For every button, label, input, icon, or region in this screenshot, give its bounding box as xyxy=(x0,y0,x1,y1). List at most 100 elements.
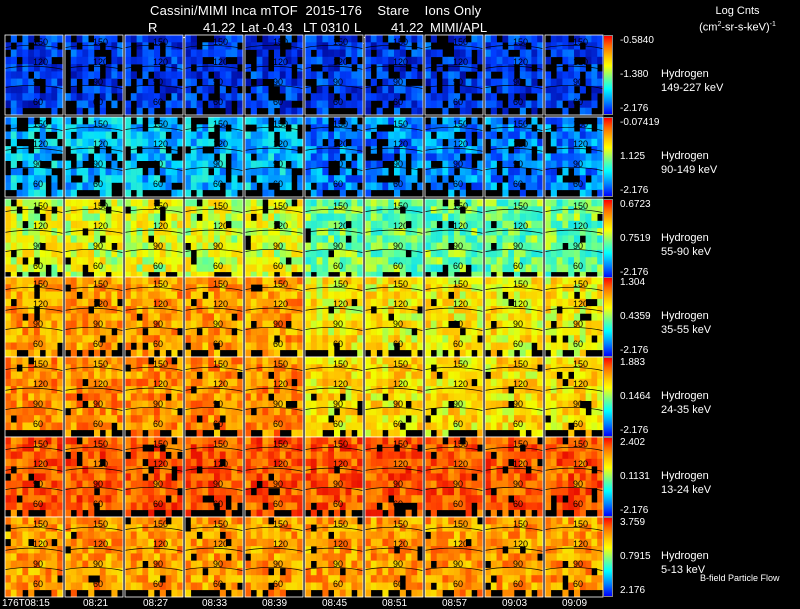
pitch-angle-label: 90 xyxy=(213,159,223,169)
pitch-angle-label: 60 xyxy=(513,339,523,349)
pitch-angle-label: 60 xyxy=(153,179,163,189)
pitch-angle-label: 120 xyxy=(513,57,528,67)
pitch-angle-label: 120 xyxy=(273,459,288,469)
pitch-angle-label: 90 xyxy=(213,241,223,251)
pitch-angle-label: 60 xyxy=(333,179,343,189)
spectrogram-panel: 150 120 90 60 xyxy=(184,356,244,438)
spectrogram-panel: 150 120 90 60 xyxy=(124,356,184,438)
spectrogram-panel: 150 120 90 60 xyxy=(124,516,184,598)
spectrogram-panel: 150 120 90 60 xyxy=(424,116,484,198)
pitch-angle-label: 90 xyxy=(333,559,343,569)
colorbar-value: -2.176 xyxy=(620,345,649,356)
pitch-angle-label: 90 xyxy=(273,159,283,169)
colorbar-value: 0.7915 xyxy=(620,551,651,562)
spectrogram-panel: 150 120 90 60 xyxy=(184,436,244,518)
spectrogram-panel: 150 120 90 60 xyxy=(544,198,604,280)
pitch-angle-label: 60 xyxy=(273,97,283,107)
pitch-angle-label: 60 xyxy=(153,499,163,509)
pitch-angle-label: 90 xyxy=(213,559,223,569)
spectrogram-panel: 150 120 90 60 xyxy=(304,198,364,280)
pitch-angle-label: 120 xyxy=(453,379,468,389)
pitch-angle-label: 60 xyxy=(453,339,463,349)
title-part: Cassini/MIMI Inca mTOF xyxy=(150,3,298,18)
spectrogram-panel: 150 120 90 60 xyxy=(4,276,64,358)
spectrogram-panel: 150 120 90 60 xyxy=(424,436,484,518)
pitch-angle-label: 60 xyxy=(213,499,223,509)
pitch-angle-label: 120 xyxy=(273,379,288,389)
pitch-angle-label: 60 xyxy=(93,339,103,349)
pitch-angle-label: 150 xyxy=(273,279,288,289)
pitch-angle-label: 150 xyxy=(573,279,588,289)
colorbar-value: 1.304 xyxy=(620,277,646,288)
pitch-angle-label: 150 xyxy=(573,201,588,211)
pitch-angle-label: 120 xyxy=(33,459,48,469)
spectrogram-panel: 150 120 90 60 xyxy=(244,516,304,598)
spectrogram-panel: 150 120 90 60 xyxy=(184,34,244,116)
colorbar-value: -2.176 xyxy=(620,425,649,436)
pitch-angle-label: 120 xyxy=(93,299,108,309)
pitch-angle-label: 150 xyxy=(273,37,288,47)
pitch-angle-label: 150 xyxy=(573,439,588,449)
pitch-angle-label: 150 xyxy=(213,439,228,449)
spectrogram-panel: 150 120 90 60 xyxy=(364,276,424,358)
pitch-angle-label: 60 xyxy=(393,261,403,271)
pitch-angle-label: 150 xyxy=(573,359,588,369)
pitch-angle-label: 150 xyxy=(333,279,348,289)
pitch-angle-label: 60 xyxy=(573,419,583,429)
pitch-angle-label: 150 xyxy=(33,279,48,289)
pitch-angle-label: 120 xyxy=(573,299,588,309)
pitch-angle-label: 60 xyxy=(513,419,523,429)
pitch-angle-label: 60 xyxy=(453,97,463,107)
spectrogram-panel: 150 120 90 60 xyxy=(364,116,424,198)
pitch-angle-label: 60 xyxy=(153,261,163,271)
pitch-angle-label: 150 xyxy=(213,279,228,289)
pitch-angle-label: 90 xyxy=(393,399,403,409)
colorbar-title: Log Cnts (cm2-sr-s-keV)-1 xyxy=(690,4,785,35)
pitch-angle-label: 60 xyxy=(273,499,283,509)
colorbar-value: -2.176 xyxy=(620,103,649,114)
pitch-angle-label: 90 xyxy=(93,319,103,329)
pitch-angle-label: 120 xyxy=(393,139,408,149)
pitch-angle-label: 120 xyxy=(213,539,228,549)
pitch-angle-label: 150 xyxy=(153,201,168,211)
pitch-angle-label: 150 xyxy=(393,439,408,449)
spectrogram-panel: 150 120 90 60 xyxy=(4,356,64,438)
pitch-angle-label: 60 xyxy=(453,179,463,189)
pitch-angle-label: 90 xyxy=(573,241,583,251)
spectrogram-panel: 150 120 90 60 xyxy=(244,116,304,198)
spectrogram-panel: 150 120 90 60 xyxy=(484,34,544,116)
pitch-angle-label: 120 xyxy=(153,539,168,549)
spectrogram-panel: 150 120 90 60 xyxy=(544,116,604,198)
colorbar-value: 1.883 xyxy=(620,357,646,368)
pitch-angle-label: 90 xyxy=(153,159,163,169)
pitch-angle-label: 120 xyxy=(213,221,228,231)
pitch-angle-label: 90 xyxy=(393,241,403,251)
spectrogram-panel: 150 120 90 60 xyxy=(184,198,244,280)
spectrogram-panel: 150 120 90 60 xyxy=(364,198,424,280)
spectrogram-panel: 150 120 90 60 xyxy=(544,276,604,358)
pitch-angle-label: 90 xyxy=(153,319,163,329)
spectrogram-panel: 150 120 90 60 xyxy=(424,198,484,280)
pitch-angle-label: 120 xyxy=(33,139,48,149)
pitch-angle-label: 90 xyxy=(33,159,43,169)
pitch-angle-label: 150 xyxy=(453,359,468,369)
spectrogram-panel: 150 120 90 60 xyxy=(184,516,244,598)
pitch-angle-label: 90 xyxy=(213,319,223,329)
pitch-angle-label: 60 xyxy=(153,97,163,107)
pitch-angle-label: 60 xyxy=(93,261,103,271)
title-part: Stare xyxy=(377,3,410,18)
pitch-angle-label: 120 xyxy=(513,459,528,469)
pitch-angle-label: 150 xyxy=(153,359,168,369)
spectrogram-panel: 150 120 90 60 xyxy=(484,436,544,518)
pitch-angle-label: 150 xyxy=(393,37,408,47)
pitch-angle-label: 60 xyxy=(573,179,583,189)
pitch-angle-label: 90 xyxy=(153,241,163,251)
pitch-angle-label: 150 xyxy=(393,119,408,129)
pitch-angle-label: 60 xyxy=(453,579,463,589)
spectrogram-panel: 150 120 90 60 xyxy=(544,34,604,116)
pitch-angle-label: 60 xyxy=(513,97,523,107)
footnote: B-field Particle Flow xyxy=(700,573,780,583)
colorbar-value: 3.759 xyxy=(620,517,646,528)
pitch-angle-label: 60 xyxy=(213,97,223,107)
